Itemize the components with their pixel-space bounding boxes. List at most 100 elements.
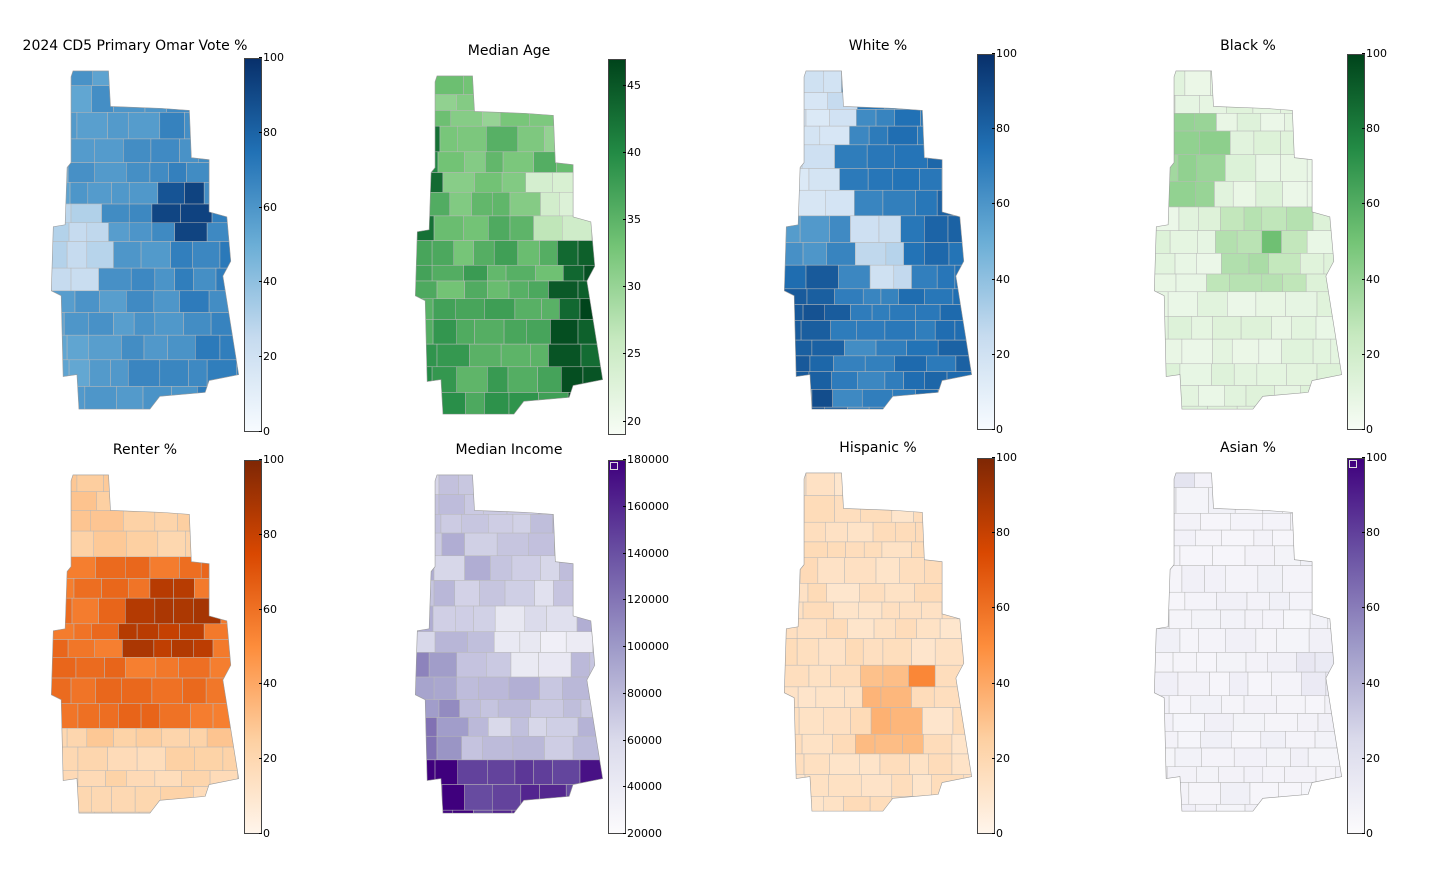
precinct-area: [1317, 713, 1342, 732]
map-panel-1: 2024 CD5 Primary Omar Vote % 0 20 40 60 80 100: [0, 38, 364, 458]
precinct-area: [121, 334, 145, 361]
precinct-area: [533, 759, 553, 785]
precinct-area: [850, 215, 880, 243]
colorbar-tick-label: 20: [259, 752, 277, 766]
precinct-area: [552, 172, 580, 193]
precinct-area: [934, 638, 967, 666]
precinct-area: [1154, 713, 1174, 732]
precinct-area: [920, 109, 953, 127]
precinct-area: [1274, 472, 1303, 488]
precinct-area: [802, 304, 825, 321]
precinct-area: [833, 601, 859, 620]
precinct-area: [161, 728, 190, 748]
precinct-area: [436, 735, 462, 761]
precinct-area: [434, 631, 468, 653]
precinct-area: [165, 746, 195, 771]
precinct-area: [181, 770, 211, 787]
precinct-area: [1168, 385, 1199, 407]
precinct-area: [157, 70, 188, 86]
precinct-area: [207, 70, 234, 86]
precinct-area: [1210, 70, 1234, 96]
precinct-area: [219, 578, 239, 599]
precinct-area: [530, 514, 553, 534]
precinct-area: [51, 786, 65, 813]
precinct-area: [784, 541, 801, 558]
precinct-area: [415, 319, 434, 345]
precinct-area: [110, 70, 136, 86]
precinct-area: [805, 264, 839, 290]
precinct-area: [94, 138, 124, 163]
precinct-area: [784, 601, 804, 620]
precinct-area: [1229, 273, 1263, 293]
precinct-area: [872, 472, 906, 496]
precinct-area: [1253, 130, 1281, 155]
precinct-area: [1195, 803, 1217, 812]
precinct-area: [1174, 253, 1197, 275]
colorbar-tick-label: 40: [1362, 676, 1380, 690]
precinct-area: [134, 70, 159, 86]
colorbar-tick-label: 60: [1362, 601, 1380, 615]
precinct-area: [1304, 695, 1326, 714]
precinct-area: [184, 182, 205, 205]
precinct-area: [942, 583, 972, 603]
precinct-area: [415, 240, 433, 266]
precinct-area: [850, 707, 872, 735]
precinct-area: [796, 189, 826, 217]
precinct-area: [784, 406, 807, 410]
precinct-area: [51, 677, 72, 704]
precinct-area: [1273, 803, 1299, 812]
precinct-area: [916, 618, 941, 639]
precinct-area: [1272, 529, 1296, 547]
precinct-area: [1194, 472, 1221, 488]
precinct-area: [565, 631, 594, 653]
precinct-area: [868, 406, 895, 410]
precinct-area: [893, 406, 921, 410]
colorbar-tick-label: 100: [992, 47, 1017, 60]
precinct-area: [1306, 230, 1335, 254]
precinct-area: [1258, 338, 1282, 365]
precinct-area: [415, 366, 433, 393]
precinct-area: [884, 371, 904, 390]
precinct-area: [415, 717, 438, 737]
precinct-area: [931, 495, 950, 523]
precinct-area: [179, 623, 205, 640]
precinct-area: [154, 770, 182, 787]
precinct-area: [884, 92, 911, 110]
precinct-area: [1191, 316, 1213, 340]
precinct-area: [415, 474, 440, 495]
precinct-area: [68, 359, 91, 387]
colorbar-tick-label: 60000: [623, 733, 662, 747]
precinct-area: [823, 707, 851, 735]
precinct-area: [859, 753, 881, 775]
colorbar-tick-label: 60: [1362, 197, 1380, 211]
precinct-area: [99, 703, 119, 729]
precinct-area: [540, 555, 560, 581]
precinct-area: [1221, 695, 1245, 714]
precinct-area: [1309, 609, 1329, 629]
precinct-area: [65, 530, 94, 557]
precinct-area: [1301, 671, 1327, 697]
precinct-area: [937, 125, 971, 146]
precinct-area: [799, 215, 830, 243]
precinct-area: [927, 144, 953, 169]
precinct-area: [442, 172, 475, 193]
colorbar-tick-label: 80: [992, 122, 1010, 136]
precinct-area: [1172, 472, 1195, 488]
precinct-area: [1154, 385, 1170, 407]
precinct-area: [1218, 766, 1245, 783]
precinct-area: [784, 189, 798, 217]
precinct-area: [182, 677, 207, 704]
precinct-area: [863, 541, 883, 558]
colorbar-tick-label: 40: [992, 272, 1010, 286]
precinct-area: [1154, 113, 1168, 132]
precinct-area: [1261, 273, 1283, 293]
precinct-area: [536, 474, 559, 495]
precinct-area: [784, 371, 810, 390]
precinct-area: [415, 699, 440, 718]
precinct-area: [1282, 273, 1307, 293]
precinct-area: [857, 371, 886, 390]
precinct-area: [1170, 529, 1196, 547]
precinct-area: [173, 597, 194, 625]
precinct-area: [559, 555, 590, 581]
precinct-area: [1283, 609, 1311, 629]
